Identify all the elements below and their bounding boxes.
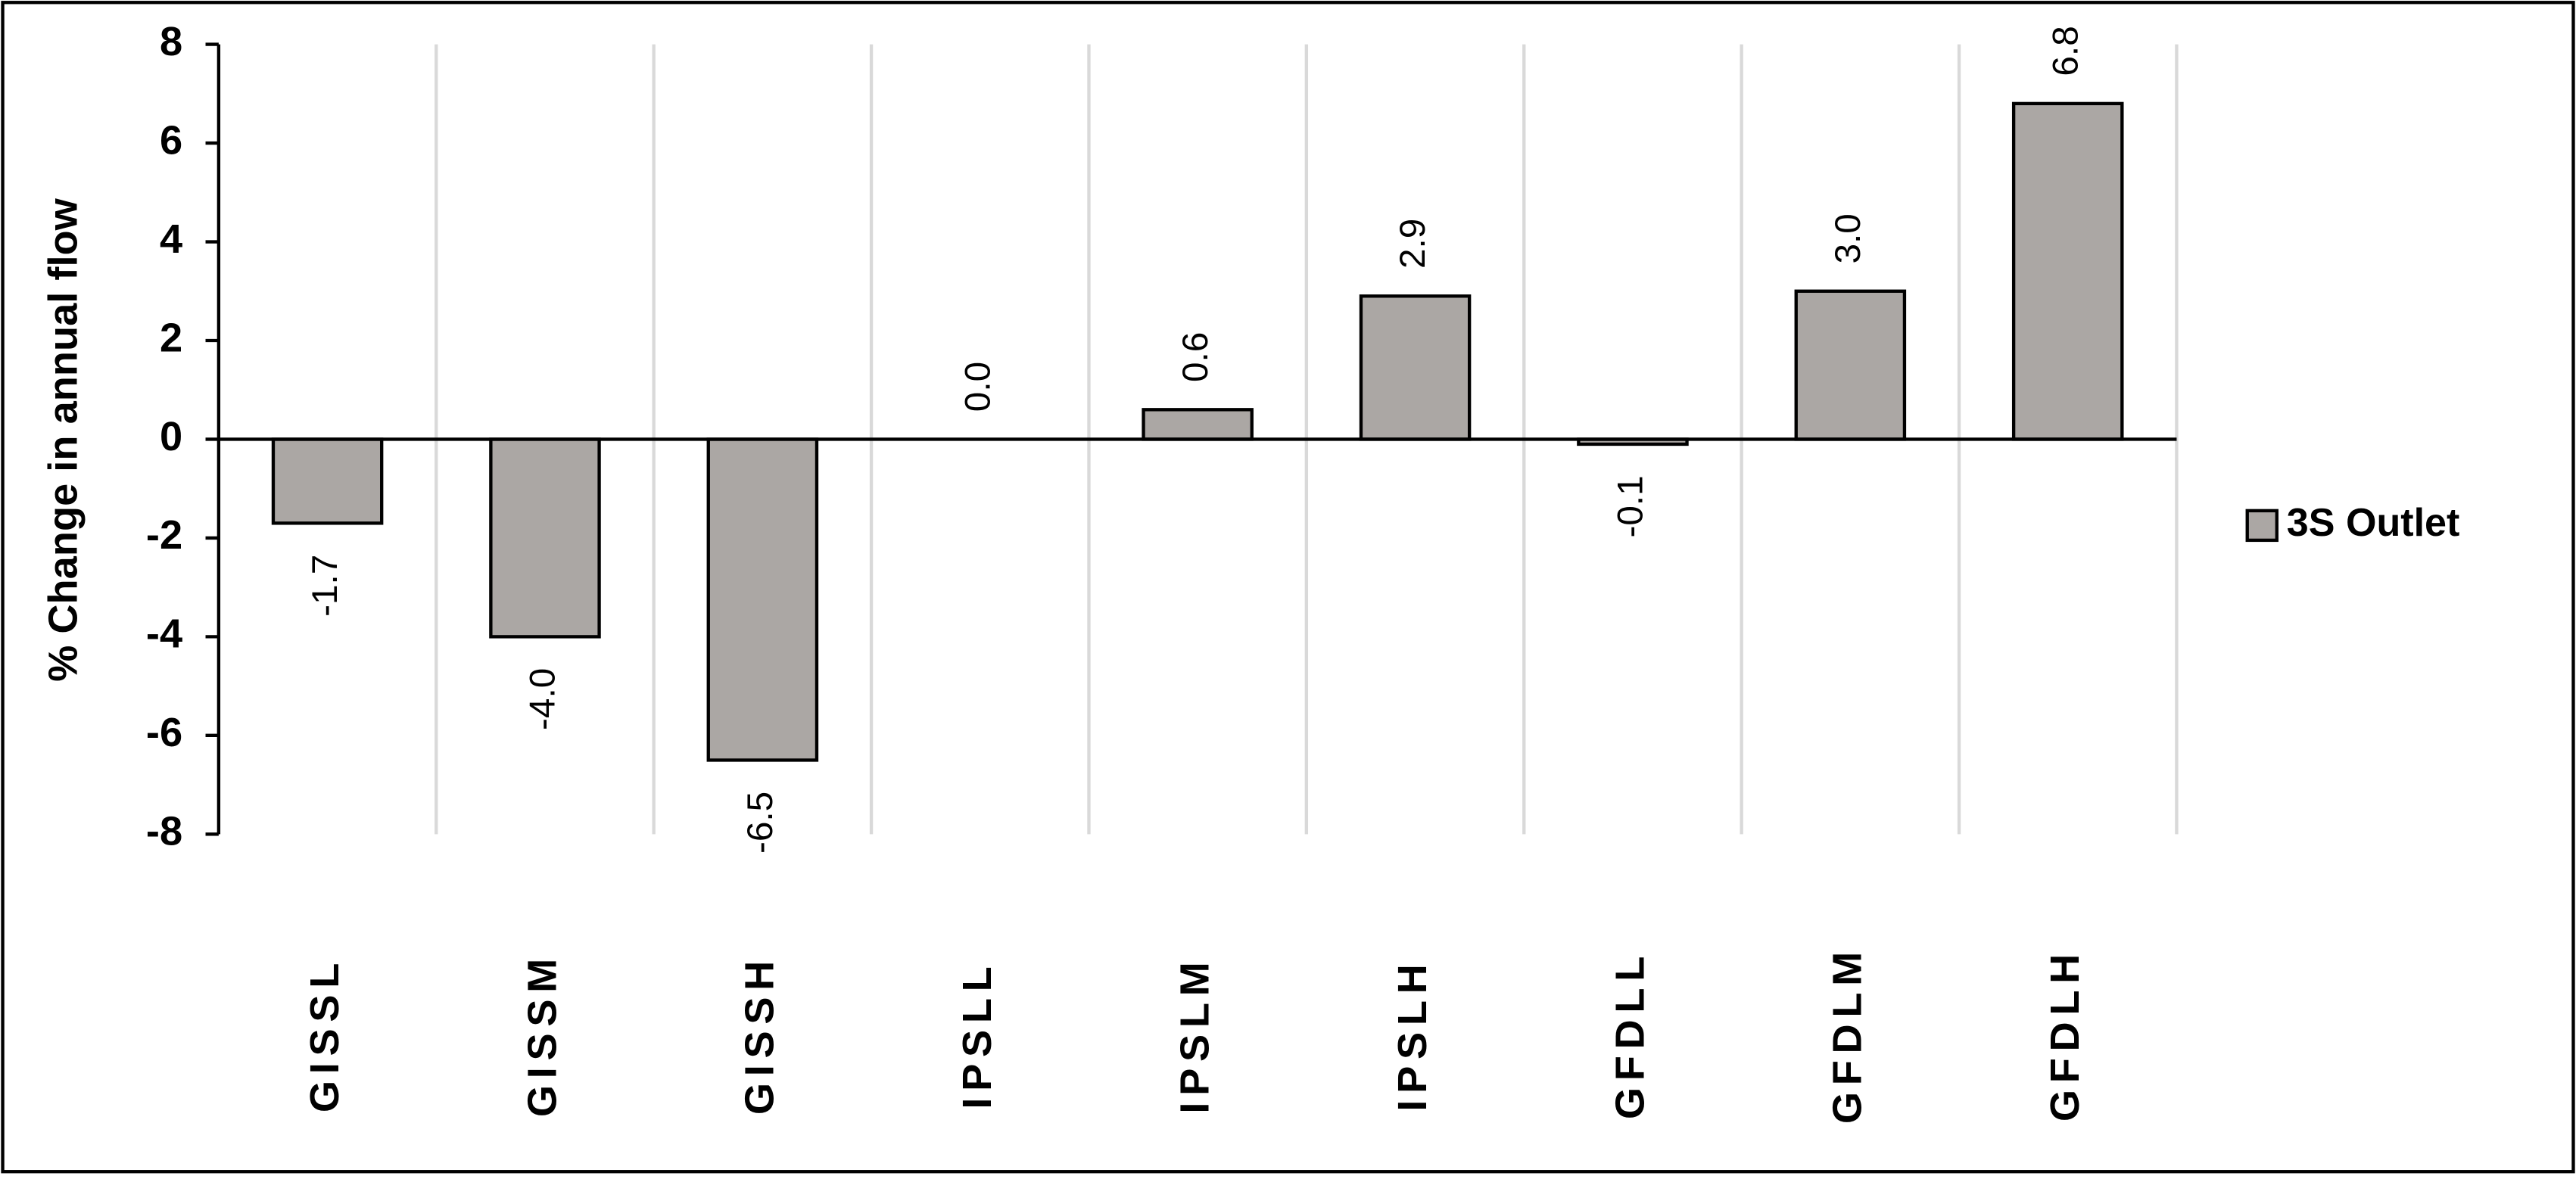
value-label: 0.6 <box>1176 332 1216 382</box>
value-label: 6.8 <box>2045 26 2085 76</box>
x-tick-label: GFDLH <box>2042 947 2088 1121</box>
value-label: -4.0 <box>523 668 563 730</box>
x-tick-label: IPSLL <box>955 960 1000 1109</box>
y-tick-label: 2 <box>160 315 182 360</box>
value-label: 3.0 <box>1828 213 1868 263</box>
y-tick-label: 8 <box>160 19 182 64</box>
y-tick-label: -6 <box>146 710 182 755</box>
x-tick-label: GFDLM <box>1825 945 1870 1124</box>
y-tick-label: -4 <box>146 611 182 657</box>
legend-swatch <box>2245 509 2279 543</box>
y-tick-label: -8 <box>146 809 182 854</box>
x-tick-label: GISSH <box>737 954 783 1115</box>
bar <box>2011 101 2124 441</box>
bar <box>1359 294 1472 441</box>
value-label: 0.0 <box>958 362 998 412</box>
legend-label: 3S Outlet <box>2287 501 2460 545</box>
x-tick-label: IPSLH <box>1390 957 1435 1111</box>
bar <box>1794 289 1907 441</box>
bar <box>489 437 601 639</box>
value-label: 2.9 <box>1393 219 1433 269</box>
x-tick-label: IPSLM <box>1172 955 1217 1113</box>
bar <box>1142 408 1254 441</box>
y-tick-label: 6 <box>160 117 182 163</box>
y-tick-label: 4 <box>160 216 182 262</box>
value-label: -1.7 <box>305 555 345 617</box>
y-tick-label: 0 <box>160 414 182 459</box>
x-tick-label: GISSM <box>519 952 565 1117</box>
value-label: -6.5 <box>740 792 780 854</box>
x-tick-label: GFDLL <box>1607 950 1652 1119</box>
y-tick-label: -2 <box>146 512 182 558</box>
value-label: -0.1 <box>1611 475 1651 537</box>
bar <box>271 437 384 525</box>
y-axis-label: % Change in annual flow <box>40 198 86 682</box>
x-tick-label: GISSL <box>302 957 347 1112</box>
bar <box>706 437 819 762</box>
